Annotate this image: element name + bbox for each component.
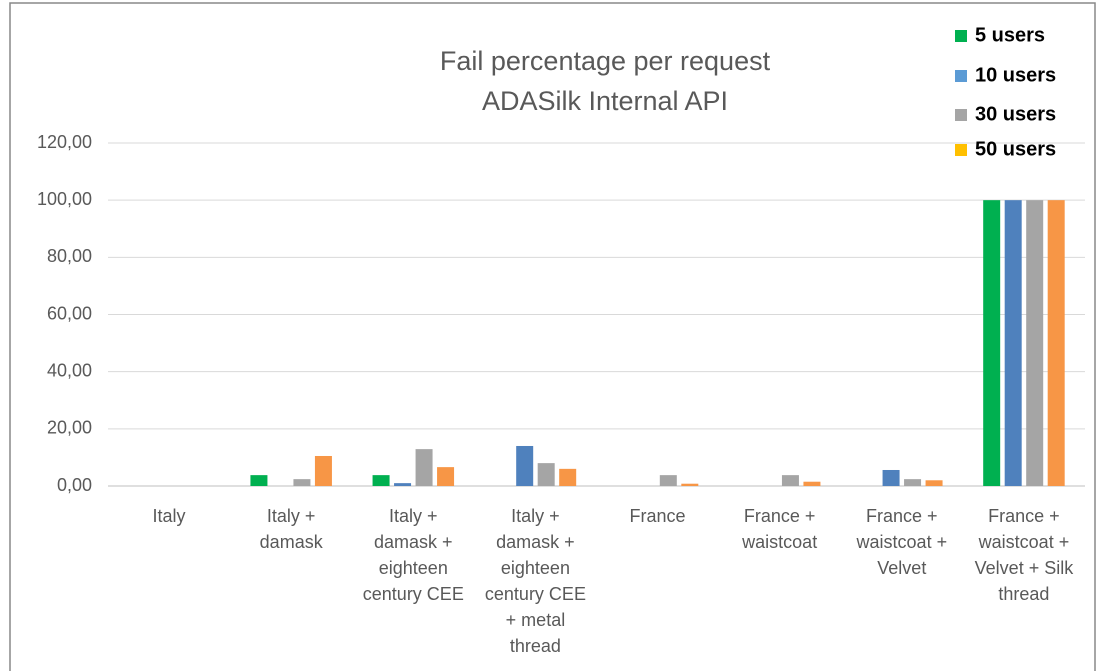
bar — [904, 479, 922, 486]
x-tick-label: Italy + damask + eighteen century CEE — [362, 506, 464, 604]
x-tick-label: France + waistcoat + Velvet — [856, 506, 948, 578]
y-tick-label: 40,00 — [47, 360, 92, 380]
legend-label: 50 users — [975, 138, 1056, 160]
legend-label: 5 users — [975, 24, 1045, 46]
bar — [293, 479, 311, 486]
bar — [781, 475, 799, 486]
y-tick-label: 100,00 — [37, 189, 92, 209]
x-tick-label: Italy — [152, 506, 186, 526]
bar — [437, 467, 455, 486]
bar — [1047, 200, 1065, 486]
y-tick-label: 0,00 — [57, 475, 92, 495]
bar — [882, 469, 900, 486]
legend-label: 30 users — [975, 103, 1056, 125]
bar — [925, 480, 943, 486]
bar — [803, 481, 821, 486]
legend-swatch — [955, 109, 967, 121]
x-tick-label: France + waistcoat + Velvet + Silk threa… — [974, 506, 1074, 604]
bar — [415, 449, 433, 486]
bar — [1004, 200, 1022, 486]
y-tick-label: 120,00 — [37, 132, 92, 152]
chart-frame — [9, 2, 1096, 671]
bar — [394, 483, 412, 486]
x-tick-label: France + waistcoat — [742, 506, 818, 552]
x-tick-label: Italy + damask — [259, 506, 323, 552]
chart-subtitle: ADASilk Internal API — [482, 86, 728, 116]
y-tick-label: 80,00 — [47, 246, 92, 266]
bar — [372, 475, 390, 486]
bar — [516, 445, 534, 486]
legend-swatch — [955, 30, 967, 42]
bar — [559, 468, 577, 486]
bar — [314, 455, 332, 486]
bar — [1026, 200, 1044, 486]
y-tick-label: 60,00 — [47, 303, 92, 323]
legend-label: 10 users — [975, 64, 1056, 86]
bar — [537, 463, 555, 486]
bar — [659, 475, 677, 486]
x-tick-label: Italy + damask + eighteen century CEE + … — [484, 506, 586, 656]
bar — [250, 475, 268, 486]
x-tick-label: France — [629, 506, 686, 526]
chart-title: Fail percentage per request — [440, 46, 771, 76]
bar — [681, 483, 699, 486]
y-tick-label: 20,00 — [47, 418, 92, 438]
legend-swatch — [955, 144, 967, 156]
bar — [983, 200, 1001, 486]
legend-swatch — [955, 70, 967, 82]
